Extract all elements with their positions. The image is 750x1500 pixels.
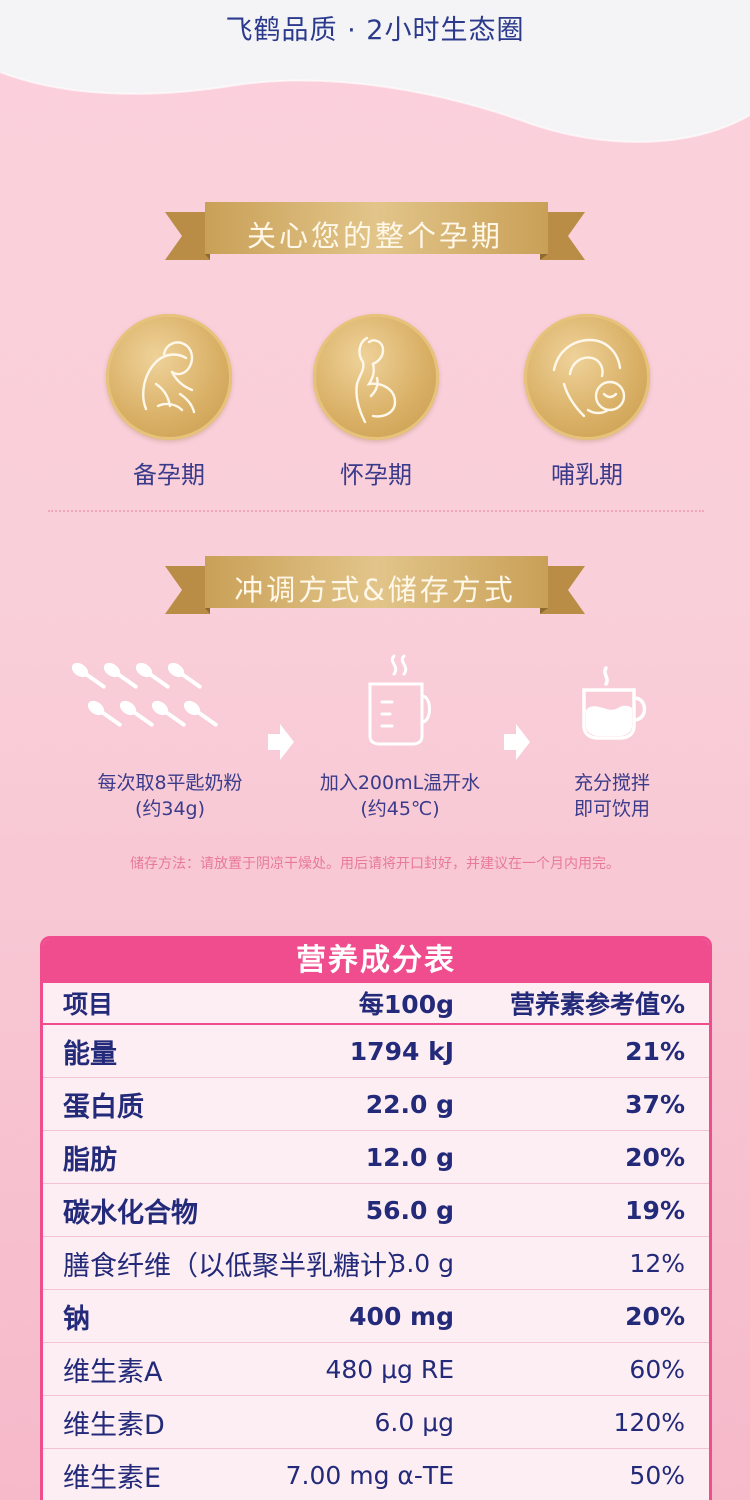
nutrient-nrv: 20% (625, 1142, 685, 1172)
stage-label-lactation: 哺乳期 (551, 461, 623, 489)
table-row: 碳水化合物 56.0 g 19% (43, 1184, 709, 1237)
storage-note: 储存方法：请放置于阴凉干燥处。用后请将开口封好，并建议在一个月内用完。 (130, 856, 620, 872)
step-1-label: 每次取8平匙奶粉 (约34g) (70, 770, 270, 822)
step-2-line-2: (约45℃) (360, 798, 440, 820)
step-2-line-1: 加入200mL温开水 (319, 772, 481, 794)
nutrient-amount: 56.0 g (365, 1195, 454, 1225)
step-1-line-2: (约34g) (134, 798, 206, 820)
nutrient-nrv: 12% (629, 1248, 685, 1278)
pregnant-woman-icon (313, 314, 439, 440)
nutrient-name: 蛋白质 (63, 1091, 144, 1123)
nutrient-nrv: 21% (625, 1036, 685, 1066)
stage-label-preparing: 备孕期 (133, 461, 205, 489)
hot-drink-mug-icon (576, 664, 656, 748)
nutrient-name: 钠 (63, 1303, 90, 1335)
nutrient-amount: 22.0 g (365, 1089, 454, 1119)
step-3-line-1: 充分搅拌 (573, 772, 650, 794)
nutrient-nrv: 20% (625, 1301, 685, 1331)
woman-preparing-icon (106, 314, 232, 440)
ribbon-shape (165, 556, 585, 614)
prep-title: 冲调方式&储存方式 (234, 573, 516, 607)
nutrient-name: 维生素D (63, 1409, 165, 1441)
table-row: 蛋白质 22.0 g 37% (43, 1078, 709, 1131)
nutrient-nrv: 19% (625, 1195, 685, 1225)
wave-decoration (0, 0, 750, 143)
nutrient-nrv: 50% (629, 1460, 685, 1490)
nutrition-table: 营养成分表 项目 每100g 营养素参考值% 能量 1794 kJ 21% 蛋白质 22… (40, 936, 712, 1500)
step-1-line-1: 每次取8平匙奶粉 (97, 772, 243, 794)
nutrient-name: 脂肪 (63, 1144, 117, 1176)
table-row: 维生素D 6.0 μg 120% (43, 1396, 709, 1449)
stage-label-pregnancy: 怀孕期 (340, 461, 412, 489)
stages-title: 关心您的整个孕期 (246, 219, 503, 253)
nutrient-amount: 1794 kJ (349, 1036, 454, 1066)
nutrient-nrv: 120% (613, 1407, 685, 1437)
measuring-spoons-icon (71, 660, 242, 754)
column-header-nrv: 营养素参考值% (509, 990, 685, 1019)
nutrition-table-title: 营养成分表 (43, 939, 709, 983)
step-3-line-2: 即可饮用 (573, 798, 650, 820)
nutrient-amount: 480 μg RE (325, 1354, 454, 1384)
table-row: 维生素A 480 μg RE 60% (43, 1343, 709, 1396)
nutrient-amount: 6.0 μg (374, 1407, 454, 1437)
arrow-right-icon (502, 722, 532, 766)
nutrient-nrv: 60% (629, 1354, 685, 1384)
page-title: 飞鹤品质 · 2小时生态圈 (225, 15, 525, 46)
top-band: 飞鹤品质 · 2小时生态圈 (0, 0, 750, 150)
step-2-label: 加入200mL温开水 (约45℃) (300, 770, 500, 822)
table-row: 脂肪 12.0 g 20% (43, 1131, 709, 1184)
nutrient-nrv: 37% (625, 1089, 685, 1119)
nutrient-name: 维生素A (63, 1356, 163, 1388)
nutrient-amount: 3.0 g (390, 1248, 454, 1278)
prep-banner: 冲调方式&储存方式 (0, 550, 750, 630)
ribbon-shape (165, 202, 585, 260)
nutrient-name: 膳食纤维（以低聚半乳糖计） (63, 1250, 414, 1282)
nutrient-name: 维生素E (63, 1462, 162, 1494)
step-3-label: 充分搅拌 即可饮用 (532, 770, 692, 822)
nutrition-rows: 能量 1794 kJ 21% 蛋白质 22.0 g 37% 脂肪 12.0 g 20% 碳水化合物… (43, 1025, 709, 1500)
section-divider (48, 510, 704, 512)
nutrient-amount: 12.0 g (365, 1142, 454, 1172)
breastfeeding-mother-icon (524, 314, 650, 440)
stages-banner: 关心您的整个孕期 (0, 196, 750, 276)
measuring-cup-icon (360, 652, 436, 752)
arrow-right-icon (266, 722, 296, 766)
table-row: 膳食纤维（以低聚半乳糖计） 3.0 g 12% (43, 1237, 709, 1290)
table-row: 钠 400 mg 20% (43, 1290, 709, 1343)
table-row: 能量 1794 kJ 21% (43, 1025, 709, 1078)
nutrient-name: 碳水化合物 (63, 1197, 198, 1229)
table-row: 维生素E 7.00 mg α-TE 50% (43, 1449, 709, 1500)
nutrient-amount: 7.00 mg α-TE (285, 1460, 454, 1490)
column-header-item: 项目 (63, 990, 114, 1019)
nutrition-column-headers: 项目 每100g 营养素参考值% (43, 983, 709, 1025)
nutrient-name: 能量 (63, 1038, 117, 1070)
nutrient-amount: 400 mg (349, 1301, 454, 1331)
column-header-per100g: 每100g (358, 990, 454, 1019)
